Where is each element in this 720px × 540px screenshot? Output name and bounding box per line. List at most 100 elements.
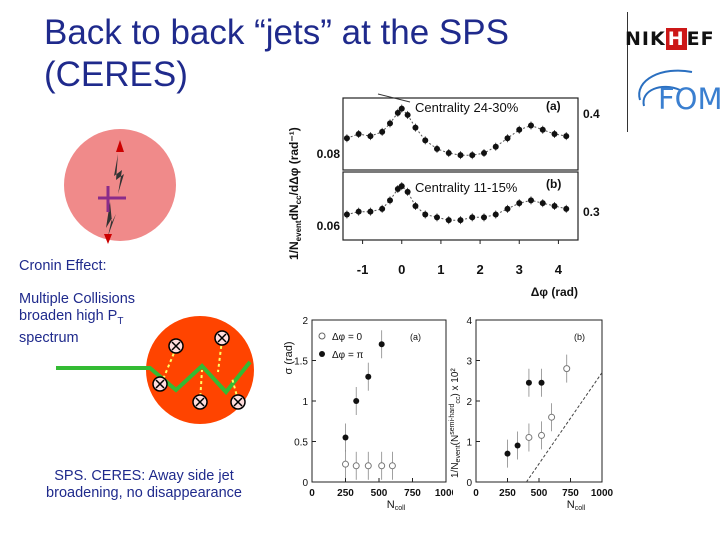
slide-title: Back to back “jets” at the SPS (CERES) <box>44 12 509 96</box>
y-tick-label: 0.5 <box>294 438 308 449</box>
data-point <box>539 200 546 207</box>
data-point <box>434 145 440 152</box>
open-data-point <box>548 413 556 421</box>
data-point <box>404 111 411 118</box>
sigma-x-axis-label: Ncoll <box>387 499 406 510</box>
panel-a-left-tick: 0.08 <box>317 147 341 161</box>
title-line-1: Back to back “jets” at the SPS <box>44 13 509 52</box>
open-data-point <box>364 462 372 470</box>
x-tick-label: 4 <box>555 262 563 277</box>
sigma-y-ticks: 0 0.5 1 1.5 2 <box>294 316 316 489</box>
semihard-plot-tag: (b) <box>574 332 585 342</box>
jet-arrow-up-icon <box>116 140 124 152</box>
data-point <box>394 109 401 116</box>
model-curve <box>346 185 567 221</box>
x-tick-label: 750 <box>404 488 421 499</box>
data-point <box>343 211 350 218</box>
panel-b-left-tick: 0.06 <box>317 219 341 233</box>
data-point <box>398 105 405 112</box>
semihard-x-axis-label: Ncoll <box>567 499 586 510</box>
data-point <box>457 152 464 159</box>
data-point <box>367 133 374 140</box>
x-tick-label: 1 <box>437 262 444 277</box>
data-point <box>445 217 452 224</box>
semihard-series <box>504 354 603 483</box>
sigma-vs-ncoll-plot: σ (rad) (a) Δφ = 0 Δφ = π 0 0.5 1 1.5 2 0 250… <box>283 316 453 510</box>
panel-a-tag: (a) <box>546 99 561 113</box>
legend-open-label: Δφ = 0 <box>332 332 363 343</box>
data-point <box>404 188 411 195</box>
x-tick-label: 1000 <box>591 488 614 499</box>
data-point <box>528 197 534 204</box>
nucleon-icon <box>192 394 208 410</box>
conclusion-line-2: broadening, no disappearance <box>46 485 242 501</box>
nucleus-jet-illustration <box>64 129 176 244</box>
x-tick-label: -1 <box>357 262 369 277</box>
filled-data-point <box>504 450 511 457</box>
panel-b-series <box>343 182 570 225</box>
semihard-x-ticks: 0 250 500 750 1000 <box>473 478 614 499</box>
data-point <box>492 143 499 150</box>
y-tick-label: 2 <box>302 316 308 327</box>
x-tick-label: 750 <box>562 488 579 499</box>
data-point <box>387 120 393 127</box>
data-point <box>528 122 534 129</box>
data-point <box>551 131 558 137</box>
data-point <box>563 133 570 140</box>
nikhef-k: K <box>649 28 666 50</box>
title-line-2: (CERES) <box>44 55 188 94</box>
panel-a-frame <box>342 97 579 171</box>
semihard-y-ticks: 0 1 2 3 4 <box>466 316 480 489</box>
panel-b-right-tick: 0.3 <box>583 205 600 219</box>
data-point <box>481 150 487 157</box>
data-point <box>457 217 464 224</box>
multiple-line-2: broaden high PT <box>19 308 135 330</box>
panel-a-pointer-arrow-icon <box>377 93 411 103</box>
data-point <box>563 205 570 212</box>
x-tick-label: 0 <box>309 488 315 499</box>
nikhef-pre: NI <box>625 28 650 50</box>
filled-data-point <box>538 379 545 386</box>
nucleon-icon <box>214 330 230 346</box>
fom-logo-swirl-icon <box>638 69 693 107</box>
y-tick-label: 4 <box>466 316 472 327</box>
nikhef-post: EF <box>686 28 715 50</box>
jet-arrow-down-icon <box>104 234 112 244</box>
target-nucleons <box>152 330 246 410</box>
data-point <box>539 126 546 133</box>
data-point <box>551 203 558 209</box>
filled-data-point <box>525 379 532 386</box>
x-tick-label: 500 <box>371 488 388 499</box>
x-tick-label: 3 <box>516 262 523 277</box>
nucleon-icon <box>168 338 184 354</box>
nucleon-icon <box>230 394 246 410</box>
top-x-ticks: -1 0 1 2 3 4 <box>357 240 563 277</box>
panel-a-series <box>343 104 570 160</box>
multiple-collisions-text: Multiple Collisions broaden high PT spec… <box>19 291 135 347</box>
open-data-point <box>538 431 546 439</box>
collision-links <box>161 339 239 403</box>
top-correlation-figure: 1/NeventdNcc/dΔφ (rad⁻¹) 0.08 0.4 Centra… <box>287 93 600 299</box>
data-point <box>379 128 386 135</box>
nikhef-h: H <box>665 28 687 50</box>
nucleon-icon <box>152 376 168 392</box>
panel-b-legend: Centrality 11-15% <box>415 180 518 195</box>
y-tick-label: 0 <box>302 478 308 489</box>
x-tick-label: 0 <box>398 262 405 277</box>
data-point <box>516 200 523 207</box>
top-y-axis-label: 1/NeventdNcc/dΔφ (rad⁻¹) <box>287 127 303 260</box>
data-point <box>469 214 476 221</box>
data-point <box>504 135 511 142</box>
data-point <box>422 211 429 218</box>
x-tick-label: 1000 <box>435 488 453 499</box>
data-point <box>379 205 386 212</box>
fom-logo: FOM <box>658 82 720 116</box>
data-point <box>504 205 511 212</box>
conclusion-text: SPS. CERES: Away side jet broadening, no… <box>19 468 269 502</box>
scattering-path <box>56 360 252 396</box>
semihard-plot-frame <box>475 319 603 483</box>
open-data-point <box>388 462 396 470</box>
y-tick-label: 1 <box>302 397 308 408</box>
x-tick-label: 2 <box>476 262 483 277</box>
multiple-line-3: spectrum <box>19 329 79 346</box>
